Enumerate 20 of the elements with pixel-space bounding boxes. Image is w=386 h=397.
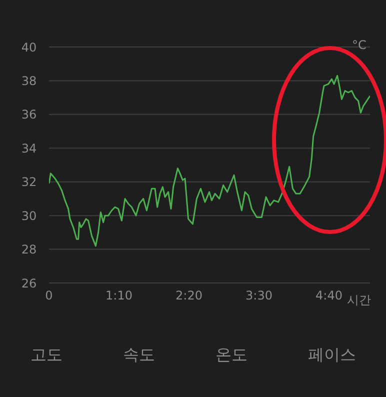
y-tick-label: 26 [21,276,37,290]
y-tick-label: 28 [21,242,37,257]
y-tick-label: 30 [21,208,37,223]
y-tick-label: 36 [21,108,37,122]
x-tick-label: 1:10 [106,288,132,303]
text: 페이스 [308,345,356,366]
x-tick-label: 3:30 [246,288,272,303]
text: 고도 [30,345,62,366]
line-series [49,74,370,247]
y-tick-label: 40 [21,40,37,54]
y-tick-label: 34 [21,141,37,156]
x-tick-label: 2:20 [176,288,202,303]
x-tick-label: 4:40 [316,288,342,303]
x-tick-label: 0 [45,288,53,303]
y-axis-title: °C [352,38,366,52]
text: 온도 [215,345,248,366]
text: 속도 [122,345,155,366]
y-tick-label: 32 [21,175,37,190]
y-tick-label: 38 [21,74,37,88]
x-axis-title: 시간 [347,292,371,309]
